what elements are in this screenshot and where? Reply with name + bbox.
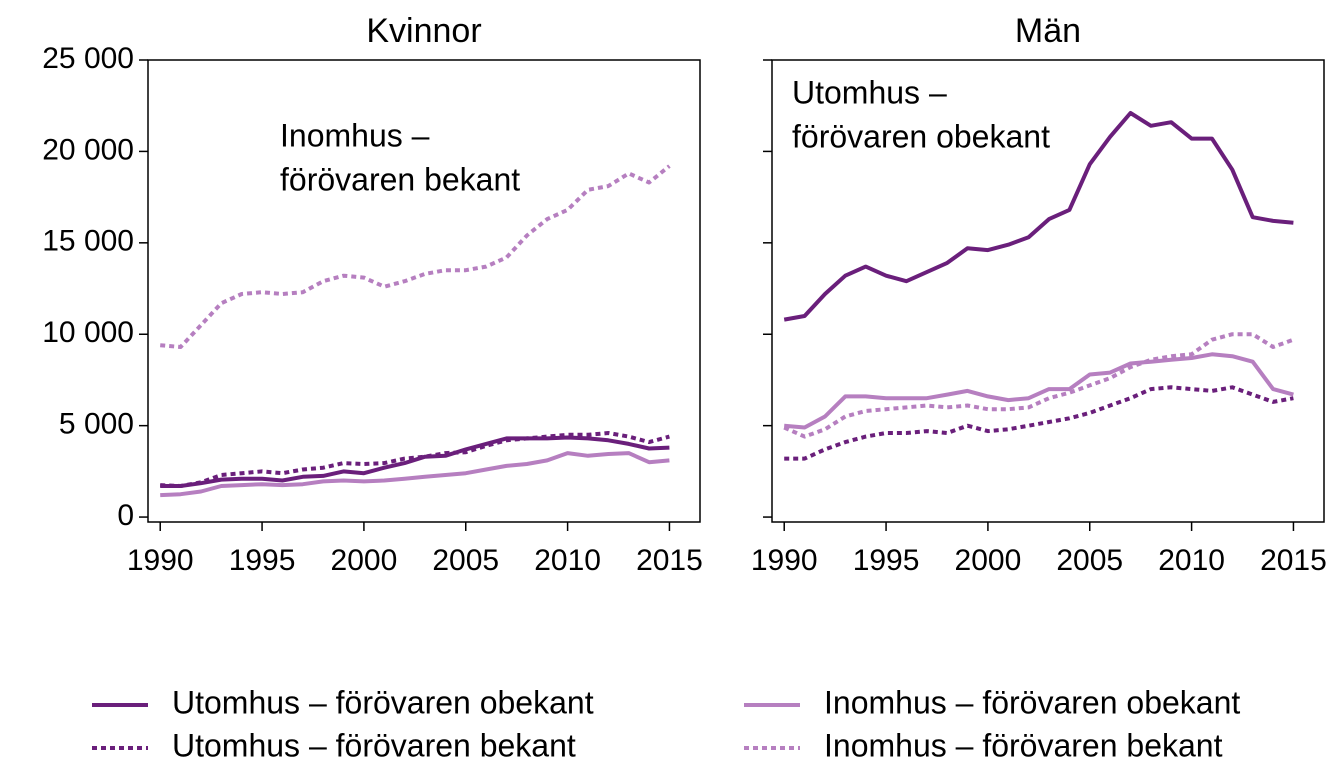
- x-tick-label: 1995: [229, 544, 296, 577]
- data-line: [784, 385, 1294, 461]
- plot-frame: [147, 59, 701, 523]
- x-tick-label: 2010: [534, 544, 601, 577]
- y-tick-label: 25 000: [42, 42, 134, 75]
- x-tick-label: 1990: [127, 544, 194, 577]
- y-tick-label: 10 000: [42, 316, 134, 349]
- chart-title: Kvinnor: [366, 12, 481, 50]
- legend-label: Inomhus – förövaren bekant: [824, 727, 1223, 763]
- plot-frame: [771, 59, 1325, 523]
- x-tick-label: 1990: [751, 544, 818, 577]
- x-tick-label: 2000: [331, 544, 398, 577]
- x-tick-label: 2010: [1158, 544, 1225, 577]
- legend-label: Utomhus – förövaren obekant: [172, 684, 594, 720]
- y-tick-label: 0: [117, 499, 134, 532]
- chart-title: Män: [1015, 12, 1081, 50]
- data-line: [160, 451, 670, 498]
- data-line: [783, 332, 1295, 439]
- data-line: [784, 352, 1294, 430]
- annotation: Inomhus –: [280, 117, 430, 153]
- x-tick-label: 2005: [1056, 544, 1123, 577]
- annotation: förövaren obekant: [792, 118, 1050, 154]
- x-tick-label: 1995: [853, 544, 920, 577]
- x-tick-label: 2015: [1260, 544, 1327, 577]
- annotation: Utomhus –: [792, 74, 947, 110]
- data-line: [160, 435, 670, 488]
- y-tick-label: 20 000: [42, 133, 134, 166]
- x-tick-label: 2000: [955, 544, 1022, 577]
- data-line: [160, 164, 671, 349]
- y-tick-label: 5 000: [59, 408, 134, 441]
- data-line: [783, 111, 1294, 322]
- legend-label: Utomhus – förövaren bekant: [172, 727, 576, 763]
- x-tick-label: 2005: [432, 544, 499, 577]
- annotation: förövaren bekant: [280, 161, 520, 197]
- legend-label: Inomhus – förövaren obekant: [824, 684, 1240, 720]
- x-tick-label: 2015: [636, 544, 703, 577]
- y-tick-label: 15 000: [42, 225, 134, 258]
